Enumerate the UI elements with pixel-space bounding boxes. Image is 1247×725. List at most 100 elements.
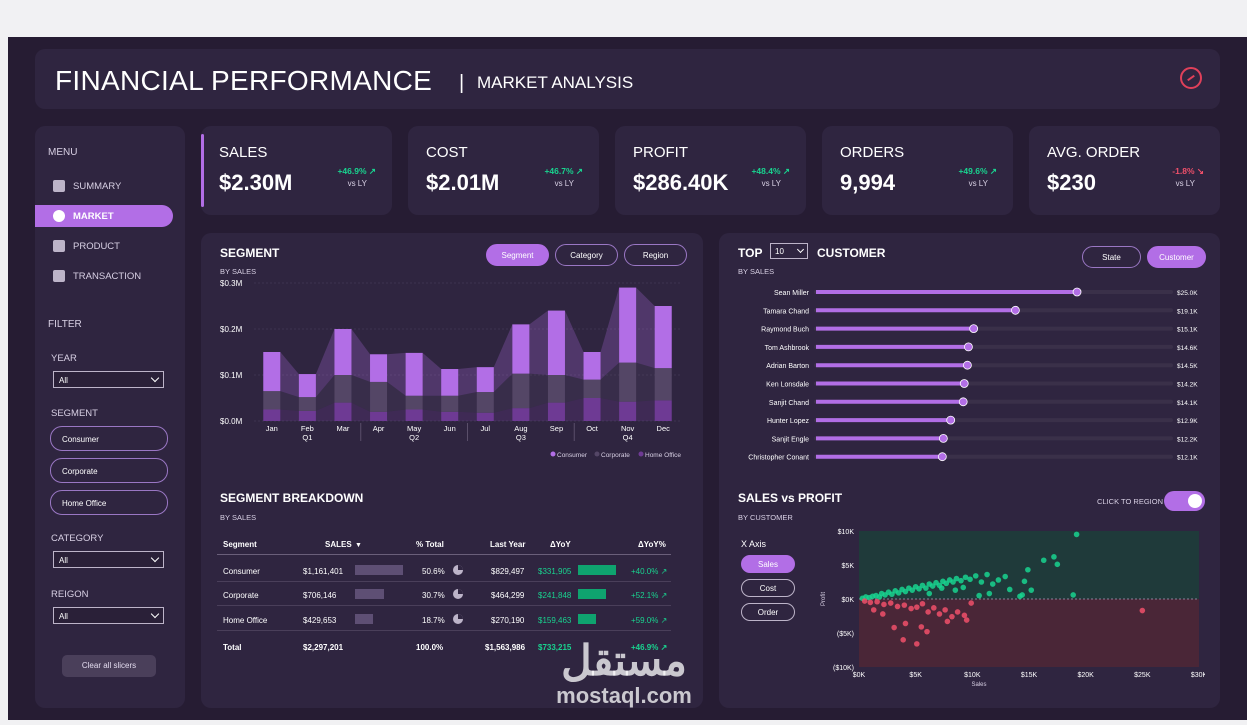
xaxis-option-order[interactable]: Order bbox=[741, 603, 795, 621]
tab-segment[interactable]: Segment bbox=[486, 244, 549, 266]
scatter-point-positive bbox=[895, 590, 902, 596]
menu-item-product[interactable]: PRODUCT bbox=[35, 235, 173, 257]
kpi-comparison: vs LY bbox=[968, 179, 988, 188]
customer-marker bbox=[937, 452, 947, 462]
col-header-yoy[interactable]: ΔYoY bbox=[550, 540, 571, 549]
menu-item-transaction[interactable]: TRANSACTION bbox=[35, 265, 173, 287]
scatter-point-negative bbox=[914, 604, 920, 610]
customer-panel: TOP 10 CUSTOMER BY SALES State Customer … bbox=[719, 233, 1220, 708]
segment-option-home-office[interactable]: Home Office bbox=[50, 490, 168, 515]
chevron-down-icon bbox=[150, 553, 160, 563]
legend-swatch bbox=[550, 451, 556, 457]
scatter-point-negative bbox=[925, 609, 931, 615]
menu-item-summary[interactable]: SUMMARY bbox=[35, 175, 173, 197]
scatter-point-positive bbox=[926, 590, 933, 597]
scatter-point-negative bbox=[931, 605, 937, 611]
x-tick-label: Nov bbox=[621, 424, 635, 433]
top-n-dropdown[interactable]: 10 bbox=[770, 243, 808, 259]
tab-customer[interactable]: Customer bbox=[1147, 246, 1206, 268]
scatter-point-negative bbox=[894, 603, 901, 610]
pie-icon bbox=[453, 565, 463, 575]
sort-desc-icon[interactable]: ▼ bbox=[355, 542, 362, 549]
dashboard: FINANCIAL PERFORMANCE | MARKET ANALYSIS … bbox=[8, 37, 1247, 720]
globe-icon bbox=[53, 210, 65, 222]
scatter-point-positive bbox=[943, 580, 950, 587]
scatter-point-positive bbox=[972, 573, 979, 579]
scatter-point-positive bbox=[986, 590, 993, 597]
kpi-value: $2.01M bbox=[426, 170, 500, 195]
kpi-card-cost: COST $2.01M +46.7% ↗ vs LY bbox=[408, 126, 599, 215]
bar-home-office bbox=[583, 398, 601, 421]
bar-consumer bbox=[334, 329, 352, 375]
year-value: All bbox=[59, 376, 68, 385]
segment-panel: SEGMENT BY SALES Segment Category Region… bbox=[201, 233, 703, 708]
menu-item-market[interactable]: MARKET bbox=[35, 205, 173, 227]
col-header-sales[interactable]: SALES bbox=[325, 540, 352, 549]
segment-option-consumer[interactable]: Consumer bbox=[50, 426, 168, 451]
scatter-subtitle: BY CUSTOMER bbox=[738, 513, 793, 522]
x-axis-title: Sales bbox=[971, 682, 986, 688]
tab-region[interactable]: Region bbox=[624, 244, 687, 266]
x-tick-label: $15K bbox=[1021, 672, 1038, 679]
category-dropdown[interactable]: All bbox=[53, 551, 164, 568]
x-tick-label: Apr bbox=[373, 424, 385, 433]
region-dropdown[interactable]: All bbox=[53, 607, 164, 624]
scatter-point-negative bbox=[891, 624, 897, 631]
bar-consumer bbox=[512, 324, 530, 374]
col-header-pct[interactable]: % Total bbox=[416, 540, 444, 549]
menu-item-label: TRANSACTION bbox=[73, 270, 142, 282]
top-n-value: 10 bbox=[775, 247, 784, 256]
scatter-point-negative bbox=[919, 600, 926, 607]
bar-consumer bbox=[476, 367, 494, 393]
col-header-yoy-pct[interactable]: ΔYoY% bbox=[638, 540, 666, 549]
kpi-card-avg-order: AVG. ORDER $230 -1.8% ↘ vs LY bbox=[1029, 126, 1220, 215]
customer-value: $12.1K bbox=[1177, 455, 1198, 462]
kpi-delta: +46.7% ↗ bbox=[544, 166, 583, 176]
x-tick-label: $0K bbox=[853, 672, 866, 679]
scatter-point-positive bbox=[909, 587, 916, 593]
scatter-title: SALES vs PROFIT bbox=[738, 491, 843, 505]
scatter-point-negative bbox=[1139, 607, 1146, 614]
scatter-point-negative bbox=[861, 598, 868, 604]
scatter-point-negative bbox=[924, 628, 930, 635]
bar-corporate bbox=[476, 392, 494, 413]
customer-name: Sean Miller bbox=[774, 290, 810, 297]
col-header-segment[interactable]: Segment bbox=[223, 540, 257, 549]
xaxis-option-sales[interactable]: Sales bbox=[741, 555, 795, 573]
scatter-point-negative bbox=[874, 598, 880, 605]
scatter-point-negative bbox=[901, 602, 908, 608]
bar-corporate bbox=[583, 379, 601, 398]
table-row[interactable]: Corporate $706,146 30.7% $464,299 $241,8… bbox=[217, 582, 671, 606]
chevron-down-icon bbox=[150, 609, 160, 619]
kpi-delta: +48.4% ↗ bbox=[751, 166, 790, 176]
table-row[interactable]: Home Office $429,653 18.7% $270,190 $159… bbox=[217, 607, 671, 631]
tab-category[interactable]: Category bbox=[555, 244, 618, 266]
yoy-databar bbox=[578, 614, 597, 624]
pie-icon bbox=[453, 589, 463, 599]
table-row[interactable]: Consumer $1,161,401 50.6% $829,497 $331,… bbox=[217, 558, 671, 582]
col-header-last-year[interactable]: Last Year bbox=[490, 540, 526, 549]
page-subtitle: MARKET ANALYSIS bbox=[477, 73, 634, 92]
customer-name: Tamara Chand bbox=[763, 308, 809, 315]
segment-option-corporate[interactable]: Corporate bbox=[50, 458, 168, 483]
year-dropdown[interactable]: All bbox=[53, 371, 164, 388]
bar-corporate bbox=[334, 375, 352, 403]
scatter-point-positive bbox=[962, 574, 969, 581]
scatter-point-positive bbox=[960, 584, 967, 591]
scatter-point-negative bbox=[936, 611, 943, 617]
bar-consumer bbox=[298, 374, 316, 398]
watermark-latin: mostaql.com bbox=[556, 683, 692, 708]
xaxis-option-cost[interactable]: Cost bbox=[741, 579, 795, 597]
kpi-delta: +49.6% ↗ bbox=[958, 166, 997, 176]
bar-consumer bbox=[405, 352, 423, 396]
scatter-point-positive bbox=[952, 587, 959, 593]
clear-slicers-button[interactable]: Clear all slicers bbox=[62, 655, 156, 677]
scatter-point-negative bbox=[949, 613, 955, 620]
scatter-point-positive bbox=[967, 576, 973, 583]
scatter-point-negative bbox=[880, 611, 886, 617]
legend-label: Consumer bbox=[557, 452, 588, 459]
region-toggle[interactable] bbox=[1164, 491, 1205, 511]
y-tick-label: ($5K) bbox=[837, 631, 854, 638]
kpi-value: 9,994 bbox=[840, 170, 896, 195]
tab-state[interactable]: State bbox=[1082, 246, 1141, 268]
